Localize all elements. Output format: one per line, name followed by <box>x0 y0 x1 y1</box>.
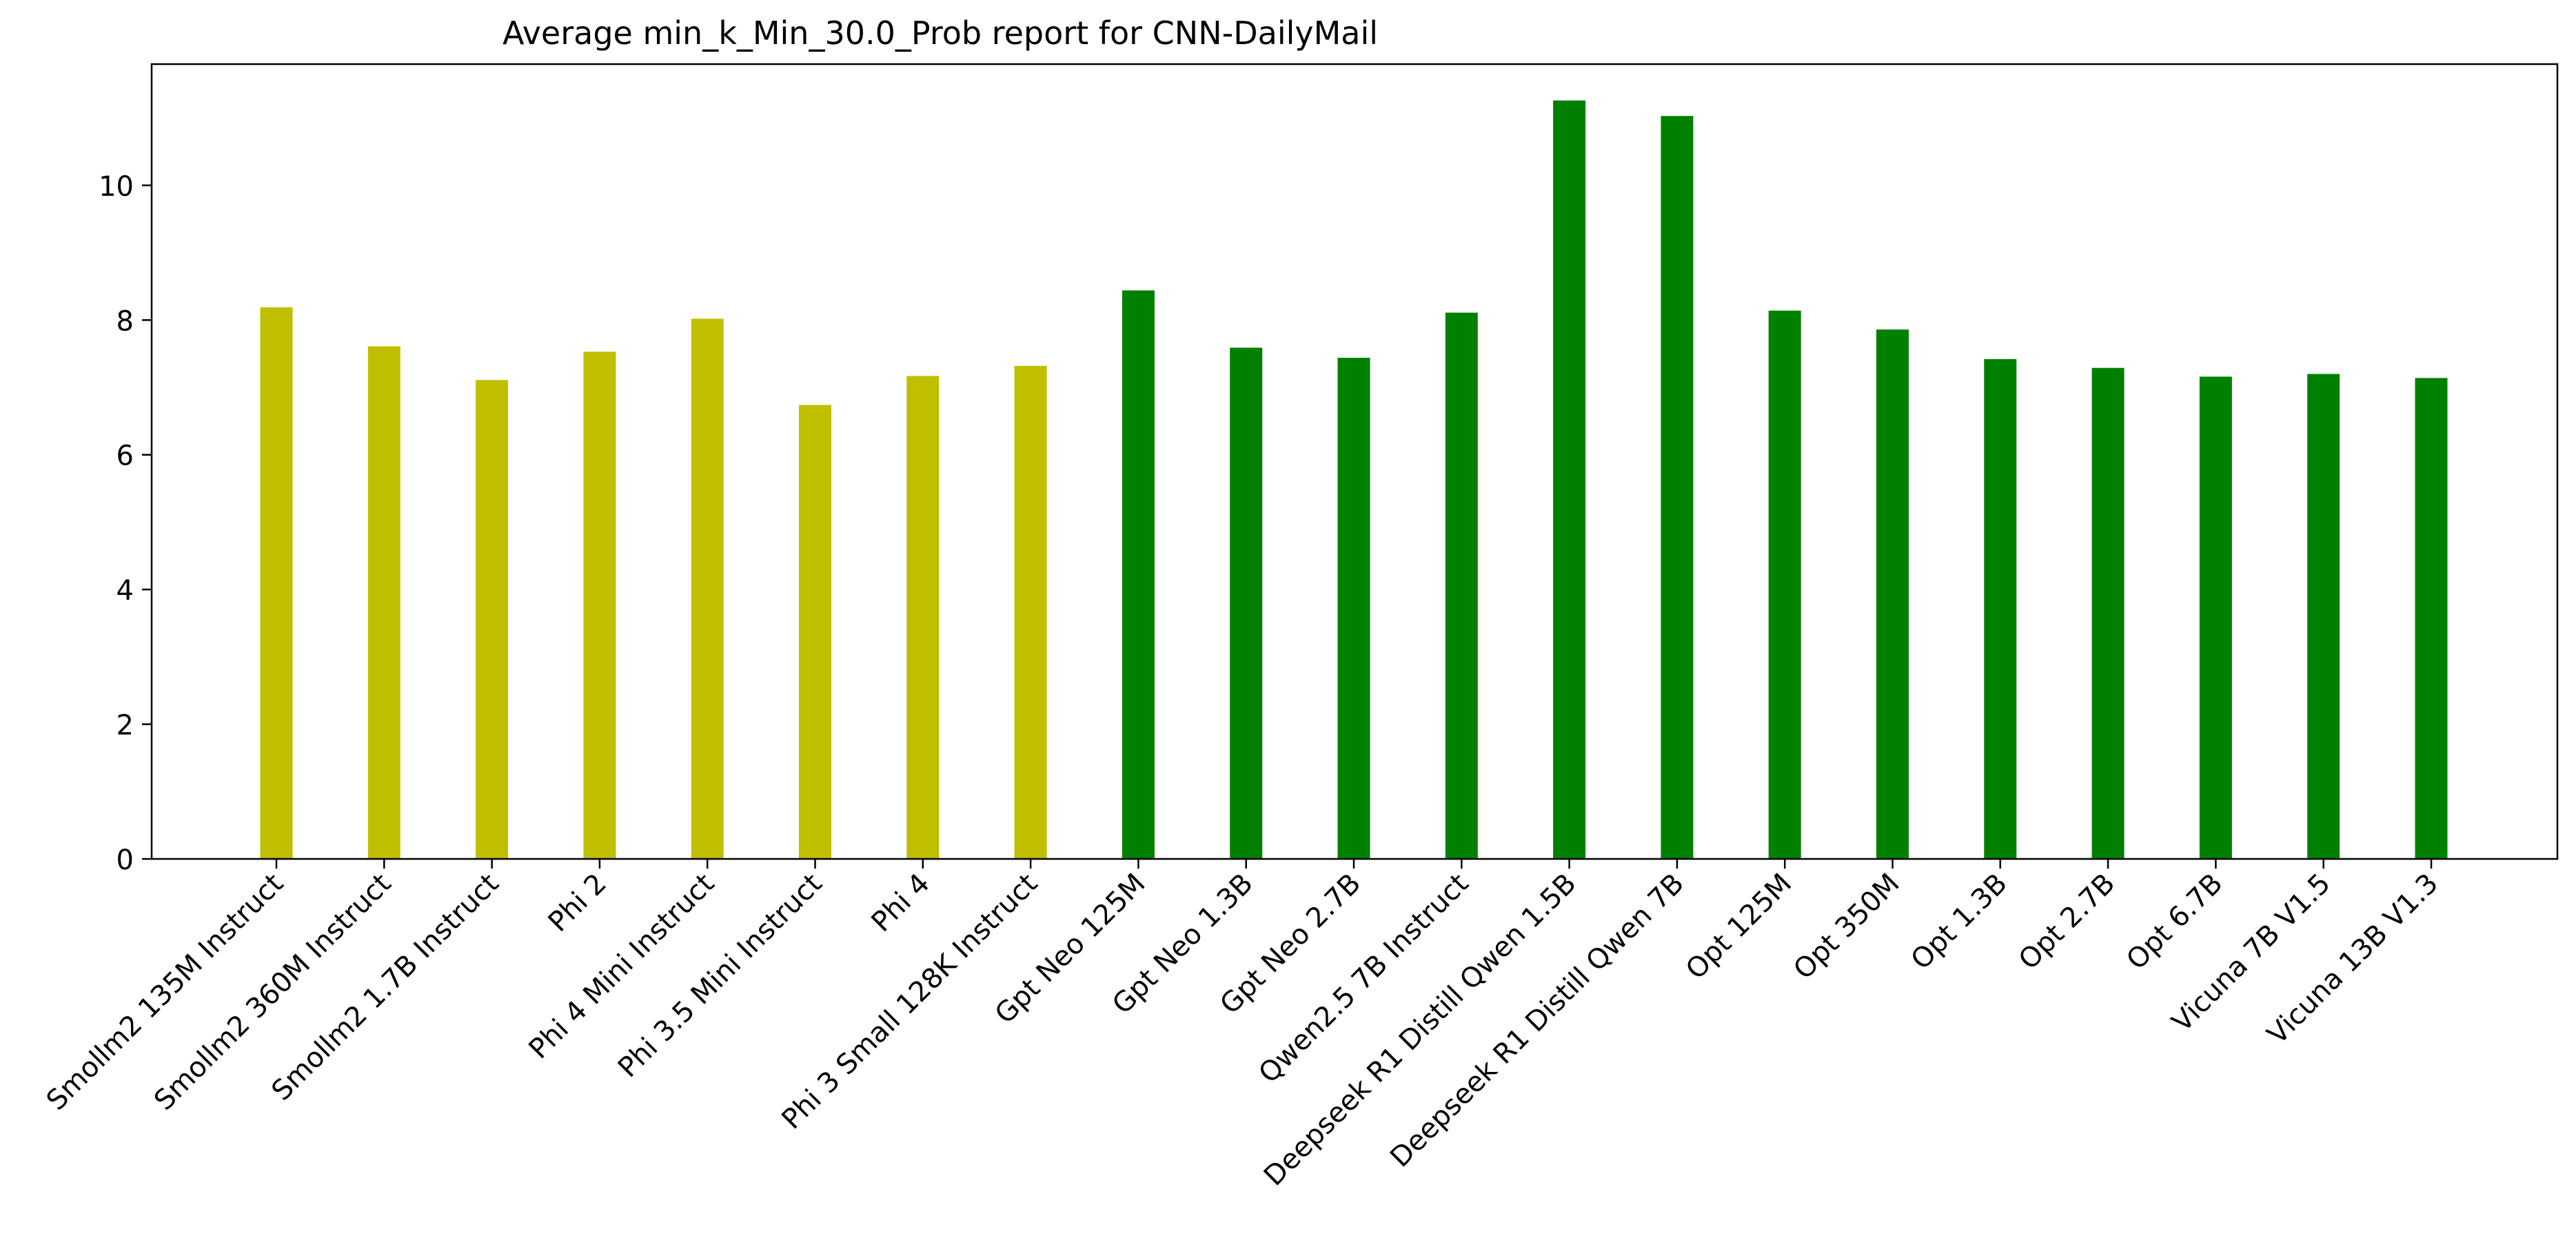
bar <box>1014 365 1047 859</box>
bar <box>1661 116 1694 860</box>
bar <box>2199 376 2232 859</box>
bar <box>1768 310 1801 859</box>
chart-title: Average min_k_Min_30.0_Prob report for C… <box>503 14 1378 52</box>
bar <box>367 346 400 859</box>
bar <box>260 307 293 859</box>
bar <box>1876 329 1909 860</box>
y-tick-label: 8 <box>116 305 134 337</box>
bar <box>1122 290 1155 859</box>
bars-group <box>260 100 2448 860</box>
y-tick-label: 6 <box>116 440 134 472</box>
bar <box>1553 100 1586 859</box>
bar <box>583 352 616 860</box>
bar <box>476 380 509 859</box>
bar <box>1230 347 1263 859</box>
bar <box>799 405 831 859</box>
y-tick-label: 4 <box>116 575 134 607</box>
bar <box>1337 358 1370 859</box>
bar <box>2091 367 2124 859</box>
bar <box>691 318 724 860</box>
bar <box>2307 374 2340 859</box>
y-axis: 0 2 4 6 8 10 <box>99 171 152 876</box>
bar <box>2415 378 2448 859</box>
bar <box>906 376 940 859</box>
plot-frame <box>150 63 2559 860</box>
y-tick-label: 10 <box>99 171 134 203</box>
y-tick-label: 2 <box>116 710 134 742</box>
bar <box>1445 312 1478 859</box>
y-tick-label: 0 <box>116 844 134 876</box>
bar <box>1984 358 2017 859</box>
